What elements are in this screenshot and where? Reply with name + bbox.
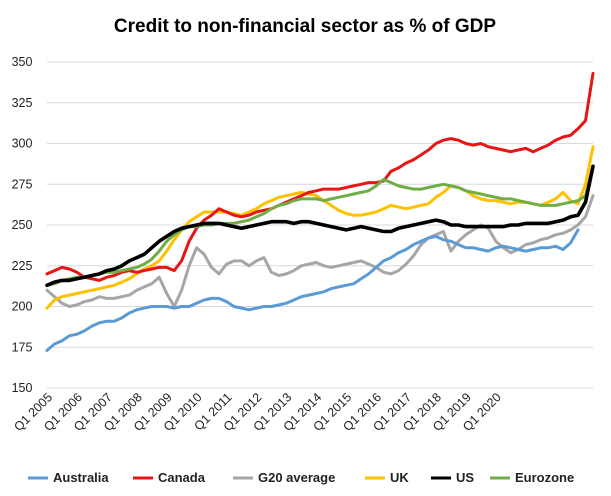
y-tick-label: 225 bbox=[12, 259, 33, 273]
series-line-uk bbox=[45, 145, 595, 310]
series-line-eurozone bbox=[45, 164, 595, 287]
series-line-us bbox=[45, 164, 595, 288]
y-tick-label: 350 bbox=[12, 55, 33, 69]
y-tick-label: 250 bbox=[12, 218, 33, 232]
legend-label-uk: UK bbox=[390, 470, 409, 485]
legend-label-canada: Canada bbox=[158, 470, 206, 485]
y-tick-label: 325 bbox=[12, 96, 33, 110]
legend-label-australia: Australia bbox=[53, 470, 109, 485]
y-tick-label: 150 bbox=[12, 381, 33, 395]
legend-label-us: US bbox=[456, 470, 474, 485]
series-line-australia bbox=[45, 228, 580, 352]
series-lines bbox=[45, 71, 595, 352]
legend-label-eurozone: Eurozone bbox=[515, 470, 574, 485]
y-tick-label: 275 bbox=[12, 177, 33, 191]
legend: Australia Canada G20 average UK US Eurozone bbox=[28, 470, 574, 485]
legend-label-g20-average: G20 average bbox=[258, 470, 335, 485]
series-line-g20-average bbox=[45, 194, 595, 308]
series-line-canada bbox=[45, 71, 595, 282]
y-tick-label: 200 bbox=[12, 300, 33, 314]
y-tick-label: 175 bbox=[12, 340, 33, 354]
y-tick-label: 300 bbox=[12, 137, 33, 151]
chart-title: Credit to non-financial sector as % of G… bbox=[114, 16, 496, 37]
y-axis-ticks: 150 175 200 225 250 275 300 325 350 bbox=[12, 55, 33, 395]
